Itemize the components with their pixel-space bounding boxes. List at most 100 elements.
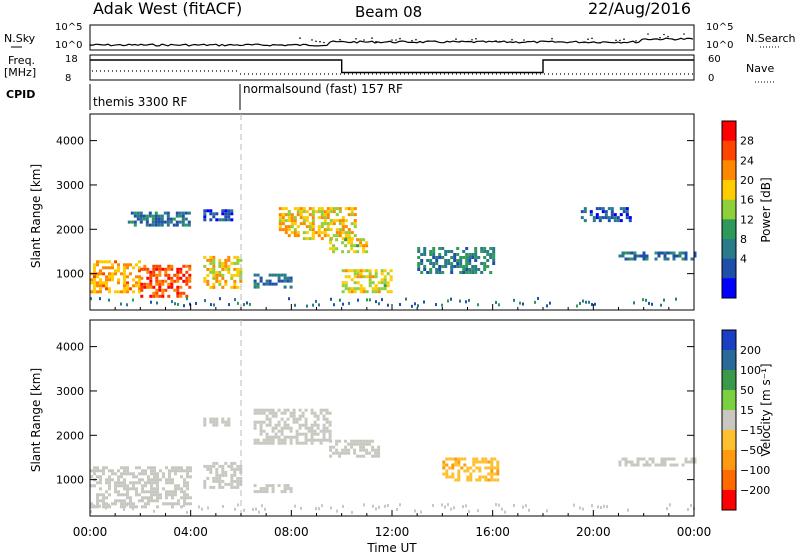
heatmap-cell <box>441 303 443 307</box>
heatmap-cell <box>633 251 637 255</box>
heatmap-cell <box>483 265 487 268</box>
heatmap-cell <box>117 278 120 282</box>
heatmap-cell <box>120 302 122 306</box>
heatmap-cell <box>206 464 210 468</box>
heatmap-cell <box>627 251 631 255</box>
heatmap-cell <box>150 469 153 473</box>
heatmap-cell <box>472 460 476 464</box>
nave-tick-bottom: 0 <box>708 73 714 84</box>
heatmap-cell <box>150 496 153 500</box>
heatmap-cell <box>171 466 174 470</box>
heatmap-cell <box>423 300 425 304</box>
heatmap-cell <box>123 266 126 270</box>
heatmap-cell <box>209 267 213 271</box>
heatmap-cell <box>341 281 345 285</box>
noise-tick-left-bottom: 10^0 <box>55 40 82 51</box>
heatmap-cell <box>171 478 174 482</box>
heatmap-cell <box>165 502 168 506</box>
heatmap-cell <box>302 231 306 235</box>
heatmap-cell <box>161 279 165 283</box>
noise-search-dot <box>551 37 553 40</box>
heatmap-cell <box>209 270 213 274</box>
heatmap-cell <box>330 297 332 301</box>
heatmap-cell <box>466 475 470 479</box>
heatmap-cell <box>459 271 463 274</box>
heatmap-cell <box>604 216 608 220</box>
heatmap-cell <box>310 432 314 436</box>
heatmap-cell <box>108 290 111 294</box>
heatmap-cell <box>463 463 467 467</box>
heatmap-cell <box>286 435 290 439</box>
heatmap-cell <box>96 284 99 288</box>
heatmap-cell <box>177 466 180 470</box>
heatmap-cell <box>459 256 463 259</box>
heatmap-cell <box>203 215 207 219</box>
heatmap-cell <box>481 460 485 464</box>
heatmap-cell <box>253 279 257 283</box>
heatmap-cell <box>236 255 240 259</box>
heatmap-cell <box>218 479 222 483</box>
heatmap-cell <box>362 238 366 242</box>
heatmap-cell <box>271 414 275 418</box>
heatmap-cell <box>259 408 263 412</box>
heatmap-cell <box>657 463 661 467</box>
heatmap-cell <box>405 297 407 301</box>
heatmap-cell <box>417 265 421 268</box>
heatmap-cell <box>329 210 333 214</box>
heatmap-cell <box>642 463 646 467</box>
heatmap-cell <box>465 265 469 268</box>
heatmap-cell <box>666 457 670 461</box>
heatmap-cell <box>281 216 285 220</box>
heatmap-cell <box>353 442 357 446</box>
heatmap-cell <box>164 288 168 292</box>
heatmap-cell <box>474 256 478 259</box>
time-tick-labels: 00:00 04:00 08:00 12:00 16:00 20:00 00:00 <box>73 525 712 539</box>
heatmap-cell <box>417 262 421 265</box>
heatmap-cell <box>253 285 257 289</box>
heatmap-cell <box>117 281 120 285</box>
heatmap-cell <box>111 266 114 270</box>
heatmap-cell <box>289 426 293 430</box>
heatmap-cell <box>277 438 281 442</box>
heatmap-cell <box>451 475 455 479</box>
heatmap-cell <box>660 457 664 461</box>
heatmap-cell <box>111 272 114 276</box>
heatmap-cell <box>316 414 320 418</box>
heatmap-cell <box>156 505 159 509</box>
heatmap-cell <box>478 478 482 482</box>
heatmap-cell <box>336 509 338 513</box>
heatmap-cell <box>478 475 482 479</box>
heatmap-cell <box>138 260 141 264</box>
heatmap-cell <box>102 466 105 470</box>
heatmap-cell <box>669 503 671 507</box>
heatmap-cell <box>484 478 488 482</box>
cpid-segment-2: normalsound (fast) 157 RF <box>243 82 403 96</box>
heatmap-cell <box>150 481 153 485</box>
heatmap-cell <box>323 222 327 226</box>
heatmap-cell <box>286 484 290 488</box>
heatmap-cell <box>496 466 500 470</box>
heatmap-cell <box>438 268 442 271</box>
heatmap-cell <box>126 303 128 307</box>
heatmap-cell <box>145 223 149 227</box>
heatmap-cell <box>117 478 120 482</box>
heatmap-cell <box>356 272 360 276</box>
heatmap-cell <box>186 297 188 301</box>
heatmap-cell <box>218 473 222 477</box>
heatmap-cell <box>642 298 644 302</box>
heatmap-cell <box>462 265 466 268</box>
heatmap-cell <box>580 210 584 214</box>
heatmap-cell <box>347 250 351 254</box>
heatmap-cell <box>111 472 114 476</box>
heatmap-cell <box>495 503 497 507</box>
heatmap-cell <box>132 290 135 294</box>
heatmap-cell <box>287 228 291 232</box>
heatmap-cell <box>189 469 192 473</box>
noise-search-dot <box>315 40 317 43</box>
heatmap-cell <box>377 448 381 452</box>
heatmap-cell <box>271 411 275 415</box>
heatmap-cell <box>155 294 159 298</box>
heatmap-cell <box>356 439 360 443</box>
heatmap-cell <box>420 510 422 514</box>
heatmap-cell <box>252 507 254 511</box>
